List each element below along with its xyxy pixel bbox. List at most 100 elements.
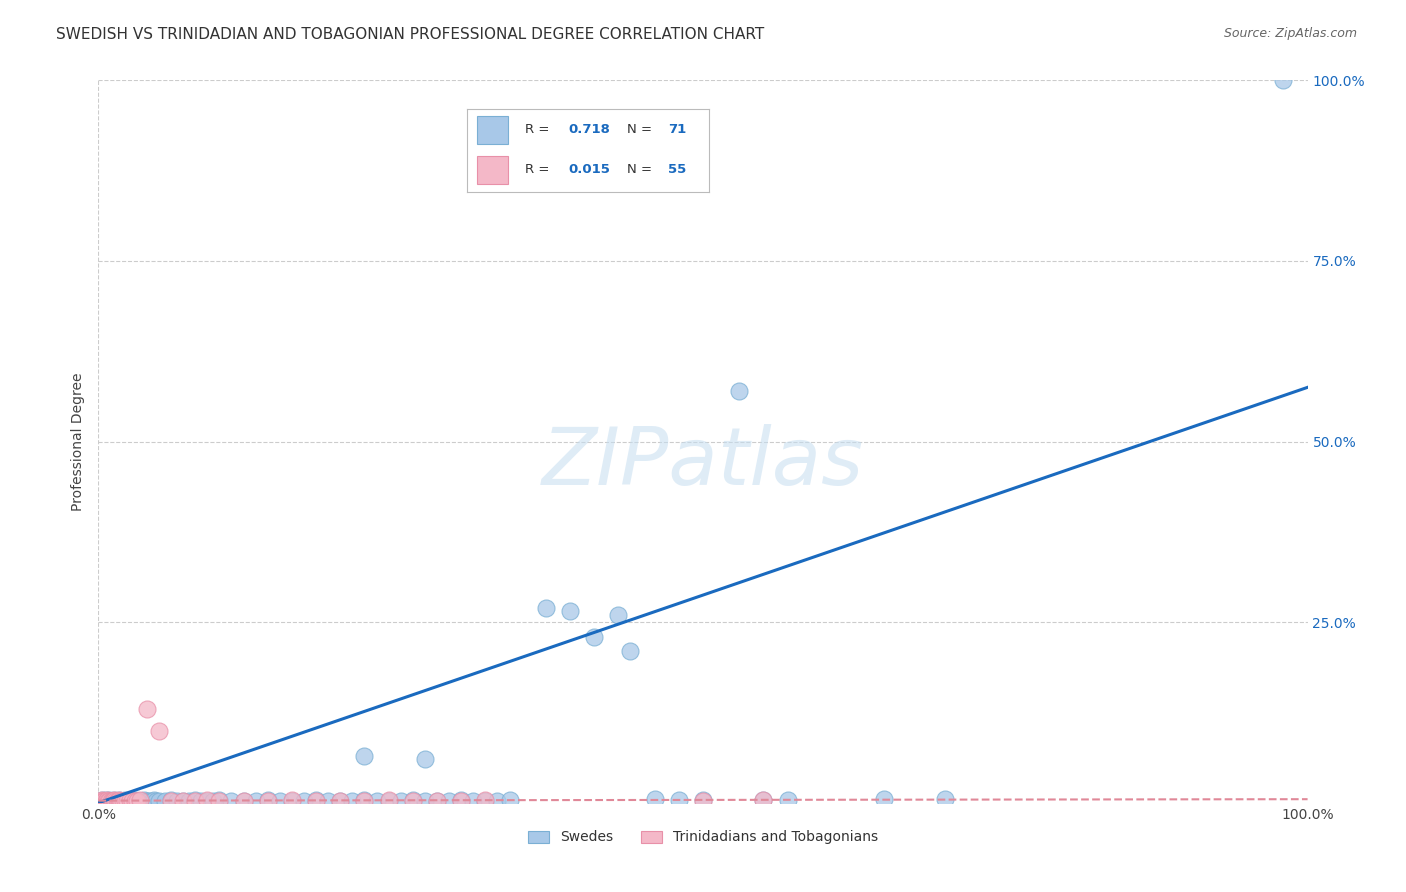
- Point: [179, 794, 201, 808]
- Point: [668, 793, 690, 807]
- Point: [316, 794, 339, 808]
- Point: [89, 794, 111, 808]
- Point: [153, 794, 176, 808]
- Point: [353, 793, 375, 807]
- Point: [184, 794, 207, 808]
- Point: [692, 794, 714, 808]
- Point: [96, 794, 118, 808]
- Point: [305, 793, 328, 807]
- Point: [101, 794, 124, 808]
- Point: [90, 794, 112, 808]
- Point: [353, 794, 375, 808]
- Point: [100, 794, 122, 808]
- Point: [413, 752, 436, 766]
- Point: [426, 794, 449, 808]
- Point: [110, 794, 132, 808]
- Point: [342, 794, 364, 808]
- Point: [474, 794, 496, 808]
- Point: [121, 794, 143, 808]
- Point: [402, 794, 425, 808]
- Point: [108, 794, 131, 808]
- Point: [100, 794, 122, 808]
- Point: [105, 794, 128, 808]
- Point: [450, 793, 472, 807]
- Point: [103, 793, 125, 807]
- Point: [104, 794, 127, 808]
- Point: [138, 794, 160, 808]
- Point: [256, 794, 278, 808]
- Y-axis label: Professional Degree: Professional Degree: [72, 372, 86, 511]
- Point: [619, 644, 641, 658]
- Point: [148, 794, 170, 808]
- Point: [124, 793, 146, 807]
- Point: [101, 794, 124, 808]
- Legend: Swedes, Trinidadians and Tobagonians: Swedes, Trinidadians and Tobagonians: [523, 825, 883, 850]
- Point: [208, 794, 231, 808]
- Point: [450, 794, 472, 808]
- Point: [232, 794, 254, 808]
- Point: [90, 794, 112, 808]
- Point: [402, 793, 425, 807]
- Point: [607, 607, 630, 622]
- Point: [486, 794, 509, 808]
- Point: [353, 748, 375, 763]
- Point: [91, 793, 114, 807]
- Point: [98, 794, 121, 808]
- Point: [97, 794, 120, 808]
- Point: [644, 792, 666, 806]
- Point: [127, 794, 149, 808]
- Point: [160, 794, 183, 808]
- Point: [105, 794, 128, 808]
- Point: [558, 604, 581, 618]
- Point: [97, 794, 120, 808]
- Point: [118, 794, 141, 808]
- Point: [221, 794, 243, 808]
- Point: [329, 794, 352, 808]
- Point: [232, 794, 254, 808]
- Point: [463, 794, 485, 808]
- Point: [873, 792, 896, 806]
- Point: [426, 794, 449, 808]
- Point: [135, 794, 157, 808]
- Point: [305, 794, 328, 808]
- Point: [281, 793, 304, 807]
- Point: [89, 794, 111, 808]
- Text: ZIPatlas: ZIPatlas: [541, 425, 865, 502]
- Point: [128, 794, 150, 808]
- Point: [128, 793, 150, 807]
- Point: [93, 794, 115, 808]
- Point: [256, 793, 278, 807]
- Point: [172, 794, 194, 808]
- Point: [166, 794, 188, 808]
- Point: [692, 793, 714, 807]
- Point: [93, 794, 115, 808]
- Point: [117, 794, 139, 808]
- Point: [94, 794, 117, 808]
- Point: [100, 794, 122, 808]
- Point: [107, 794, 129, 808]
- Point: [281, 794, 304, 808]
- Point: [131, 794, 153, 808]
- Text: Source: ZipAtlas.com: Source: ZipAtlas.com: [1223, 27, 1357, 40]
- Point: [752, 793, 775, 807]
- Point: [94, 793, 117, 807]
- Point: [184, 793, 207, 807]
- Point: [172, 794, 194, 808]
- Point: [107, 794, 129, 808]
- Point: [752, 793, 775, 807]
- Point: [111, 794, 134, 808]
- Point: [366, 794, 388, 808]
- Point: [91, 793, 114, 807]
- Point: [145, 794, 167, 808]
- Point: [143, 793, 166, 807]
- Point: [934, 792, 956, 806]
- Point: [329, 794, 352, 808]
- Point: [127, 794, 149, 808]
- Point: [389, 794, 412, 808]
- Point: [104, 794, 127, 808]
- Point: [292, 794, 315, 808]
- Point: [134, 793, 156, 807]
- Point: [121, 794, 143, 808]
- Point: [474, 793, 496, 807]
- Point: [534, 600, 557, 615]
